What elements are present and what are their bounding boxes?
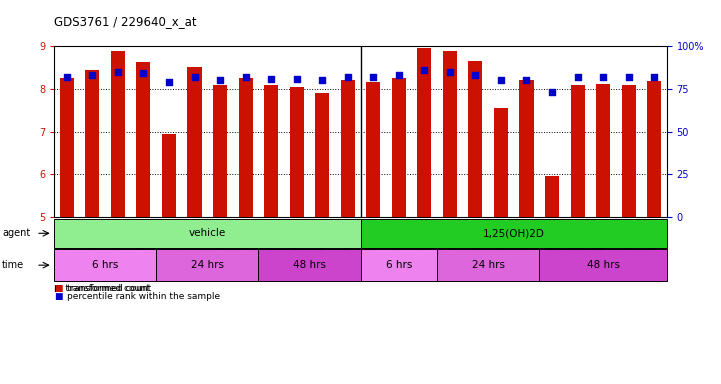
Bar [570,84,585,217]
Point [87,72,98,78]
Text: 24 hrs: 24 hrs [191,260,224,270]
Text: ■: ■ [54,284,63,293]
Bar [519,80,534,217]
Text: ■ transformed count: ■ transformed count [54,284,150,293]
Text: percentile rank within the sample: percentile rank within the sample [67,292,220,301]
Point [291,76,302,82]
Point [572,74,583,80]
Bar [264,84,278,217]
Point [444,69,456,75]
Bar [54,219,360,248]
Point [597,74,609,80]
Bar [341,80,355,217]
Bar [360,249,437,281]
Bar [539,249,667,281]
Point [368,74,379,80]
Bar [54,249,156,281]
Text: 6 hrs: 6 hrs [386,260,412,270]
Text: time: time [2,260,25,270]
Bar [60,78,74,217]
Bar [469,61,482,217]
Bar [239,78,252,217]
Point [61,74,73,80]
Point [495,77,507,83]
Point [521,77,532,83]
Bar [111,51,125,217]
Text: 6 hrs: 6 hrs [92,260,118,270]
Text: vehicle: vehicle [189,228,226,238]
Bar [136,62,151,217]
Point [648,74,660,80]
Bar [162,134,176,217]
Bar [622,85,636,217]
Point [240,74,252,80]
Bar [213,84,227,217]
Point [317,77,328,83]
Point [138,70,149,76]
Bar [366,83,380,217]
Text: 1,25(OH)2D: 1,25(OH)2D [483,228,544,238]
Point [163,79,174,85]
Text: 48 hrs: 48 hrs [293,260,326,270]
Bar [545,176,559,217]
Point [112,69,124,75]
Point [189,74,200,80]
Point [393,72,404,78]
Bar [187,68,202,217]
Bar [258,249,360,281]
Point [547,89,558,95]
Bar [315,93,329,217]
Bar [290,87,304,217]
Bar [392,78,406,217]
Point [342,74,353,80]
Bar [437,249,539,281]
Point [469,72,481,78]
Bar [596,84,610,217]
Text: 48 hrs: 48 hrs [587,260,619,270]
Bar [85,70,99,217]
Point [265,76,277,82]
Text: agent: agent [2,228,30,238]
Bar [494,108,508,217]
Bar [417,48,431,217]
Text: 24 hrs: 24 hrs [472,260,505,270]
Text: GDS3761 / 229640_x_at: GDS3761 / 229640_x_at [54,15,197,28]
Point [214,77,226,83]
Point [623,74,634,80]
Text: ■: ■ [54,292,63,301]
Bar [647,81,661,217]
Text: transformed count: transformed count [67,284,151,293]
Point [419,67,430,73]
Bar [156,249,258,281]
Bar [360,219,667,248]
Bar [443,51,457,217]
